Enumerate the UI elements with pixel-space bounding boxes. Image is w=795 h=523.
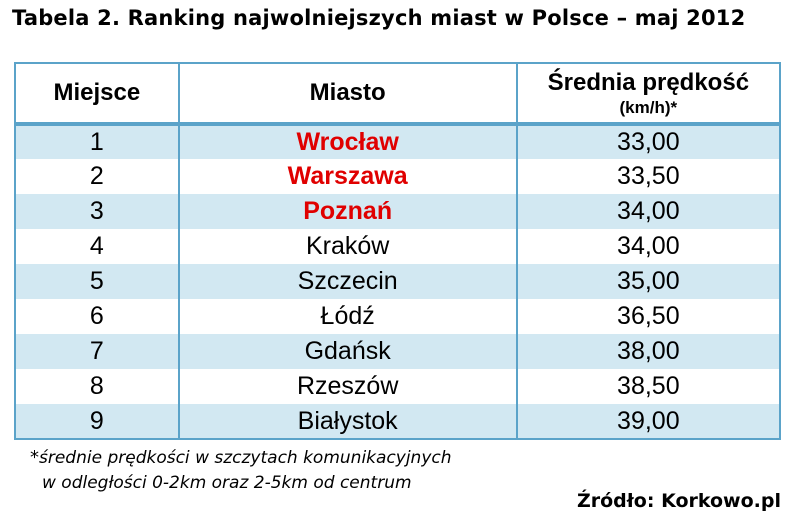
table-row: 5 Szczecin 35,00 xyxy=(14,264,782,299)
cell-speed: 39,00 xyxy=(515,404,782,440)
cell-city: Gdańsk xyxy=(177,334,518,369)
table-row: 6 Łódź 36,50 xyxy=(14,299,782,334)
cell-speed: 34,00 xyxy=(515,229,782,264)
table-row: 8 Rzeszów 38,50 xyxy=(14,369,782,404)
cell-rank: 3 xyxy=(14,194,180,229)
table-row: 3 Poznań 34,00 xyxy=(14,194,782,229)
cell-city: Wrocław xyxy=(177,124,518,159)
cell-city: Poznań xyxy=(177,194,518,229)
footnote-line-2: w odległości 0-2km oraz 2-5km od centrum xyxy=(42,473,412,493)
header-city: Miasto xyxy=(177,63,518,126)
cell-rank: 6 xyxy=(14,299,180,334)
table-header-row: Miejsce Miasto Średnia prędkość (km/h)* xyxy=(14,63,782,126)
cell-speed: 35,00 xyxy=(515,264,782,299)
footnote-marker: * xyxy=(30,447,39,468)
cell-speed: 34,00 xyxy=(515,194,782,229)
footnote-line-1: *średnie prędkości w szczytach komunikac… xyxy=(30,445,452,471)
cell-rank: 9 xyxy=(14,404,180,440)
cell-rank: 2 xyxy=(14,159,180,194)
cell-rank: 8 xyxy=(14,369,180,404)
cell-city: Łódź xyxy=(177,299,518,334)
cell-rank: 1 xyxy=(14,124,180,159)
cell-city: Warszawa xyxy=(177,159,518,194)
cell-city: Rzeszów xyxy=(177,369,518,404)
table-row: 9 Białystok 39,00 xyxy=(14,404,782,440)
cell-city: Kraków xyxy=(177,229,518,264)
cell-rank: 5 xyxy=(14,264,180,299)
source-credit: Źródło: Korkowo.pl xyxy=(576,490,781,512)
header-speed-unit: (km/h)* xyxy=(619,97,678,117)
header-rank: Miejsce xyxy=(14,63,180,126)
table-row: 2 Warszawa 33,50 xyxy=(14,159,782,194)
footnote-text-1: średnie prędkości w szczytach komunikacy… xyxy=(39,448,452,468)
cell-speed: 38,50 xyxy=(515,369,782,404)
header-speed: Średnia prędkość (km/h)* xyxy=(515,63,782,126)
cell-speed: 36,50 xyxy=(515,299,782,334)
table-row: 1 Wrocław 33,00 xyxy=(14,124,782,159)
table-body: 1 Wrocław 33,00 2 Warszawa 33,50 3 Poznań 34,00 4… xyxy=(14,124,782,440)
cell-rank: 7 xyxy=(14,334,180,369)
cell-speed: 33,50 xyxy=(515,159,782,194)
cell-city: Szczecin xyxy=(177,264,518,299)
cell-speed: 38,00 xyxy=(515,334,782,369)
cell-city: Białystok xyxy=(177,404,518,440)
header-speed-label: Średnia prędkość xyxy=(547,68,750,96)
table-row: 7 Gdańsk 38,00 xyxy=(14,334,782,369)
cell-speed: 33,00 xyxy=(515,124,782,159)
table-row: 4 Kraków 34,00 xyxy=(14,229,782,264)
ranking-table: Miejsce Miasto Średnia prędkość (km/h)* … xyxy=(14,62,782,440)
footnote: *średnie prędkości w szczytach komunikac… xyxy=(30,445,452,496)
table-title: Tabela 2. Ranking najwolniejszych miast … xyxy=(12,6,746,30)
cell-rank: 4 xyxy=(14,229,180,264)
